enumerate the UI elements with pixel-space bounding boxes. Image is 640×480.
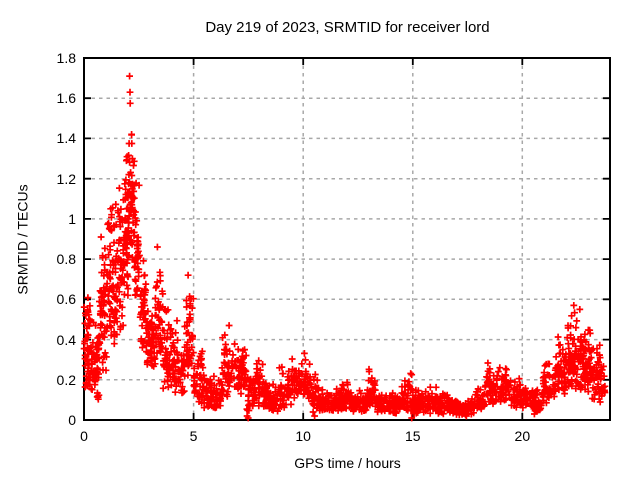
y-tick-label: 0.4	[56, 331, 76, 348]
x-tick-label: 15	[404, 428, 421, 444]
y-tick-label: 0	[68, 412, 76, 428]
x-tick-label: 0	[80, 428, 88, 444]
chart-title: Day 219 of 2023, SRMTID for receiver lor…	[205, 19, 490, 36]
y-tick-label: 1.6	[56, 90, 76, 107]
y-tick-label: 1.8	[56, 50, 76, 66]
y-tick-label: 1.2	[56, 170, 76, 187]
y-tick-label: 0.8	[56, 251, 76, 268]
y-tick-label: 1.4	[56, 130, 76, 147]
y-tick-label: 0.2	[56, 371, 76, 388]
plot-border	[83, 57, 611, 421]
x-tick-label: 5	[189, 428, 198, 444]
scatter-points	[80, 72, 609, 422]
x-tick-label: 10	[295, 428, 311, 444]
x-tick-label: 20	[514, 428, 531, 444]
x-axis-title: GPS time / hours	[294, 455, 401, 471]
y-tick-label: 1	[68, 210, 76, 227]
y-tick-label: 0.6	[56, 291, 76, 308]
